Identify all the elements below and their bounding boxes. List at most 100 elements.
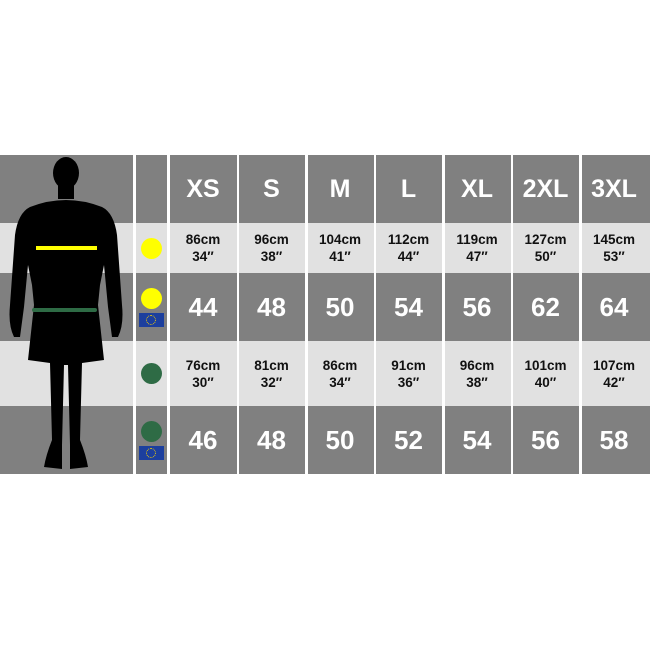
- size-header-cell: L: [375, 155, 442, 223]
- chest-eu-size-cell: 56: [444, 273, 511, 341]
- header-row: [0, 155, 650, 223]
- chest-measurement: 104cm: [318, 232, 362, 247]
- chest-eu-size-cell: 62: [512, 273, 579, 341]
- waist-eu-size-cell: 56: [512, 406, 579, 474]
- size-header-cell: XL: [444, 155, 511, 223]
- waist-measurement: 30″: [192, 374, 214, 390]
- waist-eu-size-cell: 46: [170, 406, 237, 474]
- size-header: XL: [461, 174, 493, 203]
- waist-eu-size-cell: 52: [375, 406, 442, 474]
- chest-measurement-cell: 86cm 34″: [170, 223, 237, 273]
- size-header-cell: 2XL: [512, 155, 579, 223]
- size-header: L: [400, 174, 417, 203]
- chest-measurement: 96cm: [254, 232, 289, 247]
- waist-eu-size-cell: 54: [444, 406, 511, 474]
- chest-measurement: 112cm: [387, 232, 430, 247]
- chest-eu-icon-cell: [135, 273, 167, 341]
- waist-icon-cell: [135, 341, 167, 406]
- waist-eu-row: [0, 406, 650, 474]
- waist-eu-size: 56: [531, 424, 560, 455]
- chest-measurement: 127cm: [524, 232, 567, 247]
- chest-icon-cell: [135, 223, 167, 273]
- size-header: 2XL: [522, 174, 569, 203]
- chest-eu-size: 62: [531, 291, 560, 322]
- waist-eu-icon-cell: [135, 406, 167, 474]
- waist-eu-size: 48: [257, 424, 286, 455]
- chest-measurement-cell: 96cm 38″: [238, 223, 305, 273]
- chest-measurement-cell: 119cm 47″: [444, 223, 511, 273]
- waist-measurement: 86cm: [322, 357, 358, 373]
- waist-measurement-cell: 86cm 34″: [307, 341, 374, 406]
- waist-eu-size: 50: [325, 424, 355, 455]
- waist-measurement: 38″: [466, 374, 488, 390]
- chest-measurement: 47″: [466, 249, 488, 264]
- chest-measurement: 38″: [260, 249, 283, 264]
- size-header-cell: XS: [170, 155, 237, 223]
- size-header-cell: S: [238, 155, 305, 223]
- chest-measurement-cell: 145cm 53″: [581, 223, 648, 273]
- waist-measurement: 36″: [397, 374, 420, 390]
- chest-eu-size-cell: 64: [581, 273, 648, 341]
- body-silhouette: [9, 157, 123, 469]
- waist-measurement-cell: 101cm 40″: [512, 341, 579, 406]
- chest-eu-size: 48: [257, 291, 286, 322]
- size-header: 3XL: [591, 174, 637, 203]
- eu-flag-icon: [138, 445, 164, 460]
- chest-measurement-cell: 104cm 41″: [307, 223, 374, 273]
- chest-measurement: 145cm: [592, 232, 636, 247]
- waist-eu-size-cell: 58: [581, 406, 648, 474]
- waist-measurement: 42″: [603, 374, 625, 390]
- chest-eu-size: 50: [325, 291, 355, 322]
- chest-measurement: 86cm: [185, 232, 221, 247]
- waist-measurement-cell: 91cm 36″: [375, 341, 442, 406]
- waist-measurement-cell: 76cm 30″: [170, 341, 237, 406]
- chest-eu-size-cell: 44: [170, 273, 237, 341]
- chest-measurement: 50″: [534, 249, 557, 264]
- chest-measurement-cell: 112cm 44″: [375, 223, 442, 273]
- waist-eu-size: 54: [462, 424, 492, 455]
- waist-measure-line: [32, 308, 97, 312]
- chest-eu-size-cell: 50: [307, 273, 374, 341]
- waist-eu-size: 46: [188, 424, 218, 455]
- chest-measurement: 53″: [603, 249, 625, 264]
- waist-measurement: 96cm: [459, 357, 495, 373]
- size-header: S: [263, 174, 280, 203]
- size-header-cell: M: [307, 155, 374, 223]
- size-header: M: [329, 174, 351, 203]
- chest-measurement: 44″: [397, 249, 420, 264]
- chest-eu-size-cell: 54: [375, 273, 442, 341]
- waist-measurement: 107cm: [592, 357, 636, 373]
- waist-measurement: 81cm: [254, 357, 289, 373]
- yellow-dot-icon: [140, 287, 162, 309]
- chest-measurement: 119cm: [456, 232, 498, 247]
- waist-measurement: 91cm: [391, 357, 426, 373]
- waist-measurement-cell: 96cm 38″: [444, 341, 511, 406]
- waist-measurement: 34″: [329, 374, 351, 390]
- chest-eu-size: 64: [599, 291, 629, 322]
- waist-measurement-cell: 81cm 32″: [238, 341, 305, 406]
- green-dot-icon: [140, 420, 162, 442]
- waist-eu-size: 52: [394, 424, 423, 455]
- yellow-dot-icon: [140, 237, 162, 259]
- chest-eu-size-cell: 48: [238, 273, 305, 341]
- green-dot-icon: [140, 363, 162, 384]
- size-header-cell: 3XL: [581, 155, 648, 223]
- size-chart-table: XS 86cm 34″ 44 76cm 30″ 46 S 96cm 38″ 48 81cm 32″ 48 M…: [0, 155, 650, 474]
- waist-cm-row: [0, 341, 650, 406]
- chest-measurement: 41″: [329, 249, 351, 264]
- chest-measurement-cell: 127cm 50″: [512, 223, 579, 273]
- waist-eu-size-cell: 48: [238, 406, 305, 474]
- waist-measurement: 101cm: [524, 357, 567, 373]
- eu-flag-icon: [138, 312, 164, 327]
- waist-measurement-cell: 107cm 42″: [581, 341, 648, 406]
- waist-measurement: 40″: [534, 374, 557, 390]
- waist-eu-size: 58: [599, 424, 629, 455]
- chest-measurement: 34″: [192, 249, 214, 264]
- waist-measurement: 76cm: [185, 357, 221, 373]
- chest-measure-line: [36, 246, 97, 250]
- chest-eu-size: 56: [462, 291, 492, 322]
- size-header: XS: [186, 174, 220, 203]
- waist-measurement: 32″: [260, 374, 283, 390]
- chest-eu-size: 44: [188, 291, 218, 322]
- chest-eu-size: 54: [394, 291, 423, 322]
